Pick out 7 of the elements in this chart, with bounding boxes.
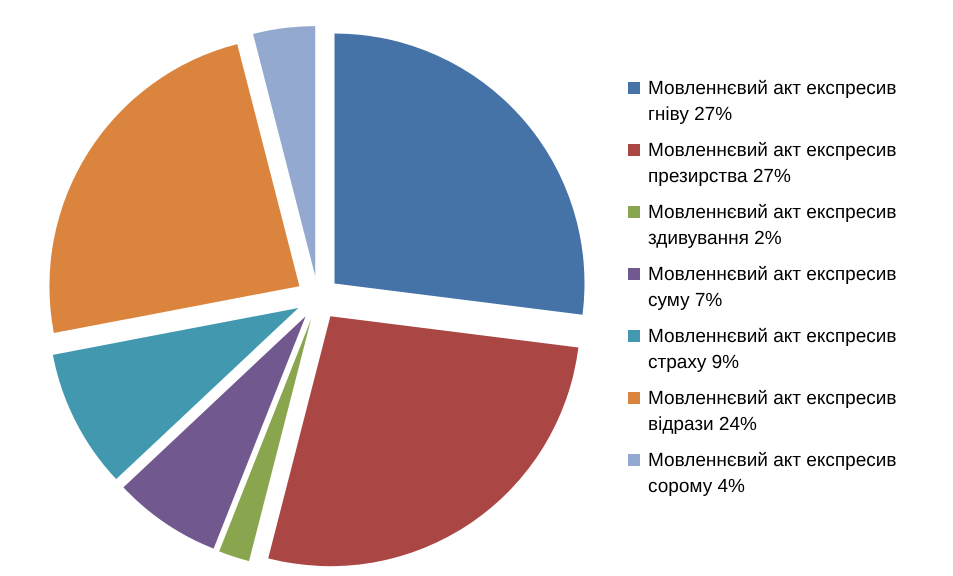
- legend-label: Мовленнєвий акт експресив відрази 24%: [648, 387, 898, 437]
- legend-label: Мовленнєвий акт експресив страху 9%: [648, 325, 898, 375]
- legend-label: Мовленнєвий акт експресив суму 7%: [648, 263, 898, 313]
- legend-label: Мовленнєвий акт експресив презирства 27%: [648, 139, 898, 189]
- legend-label: Мовленнєвий акт експресив гніву 27%: [648, 77, 898, 127]
- legend-label: Мовленнєвий акт експресив сорому 4%: [648, 449, 898, 499]
- legend-label: Мовленнєвий акт експресив здивування 2%: [648, 201, 898, 251]
